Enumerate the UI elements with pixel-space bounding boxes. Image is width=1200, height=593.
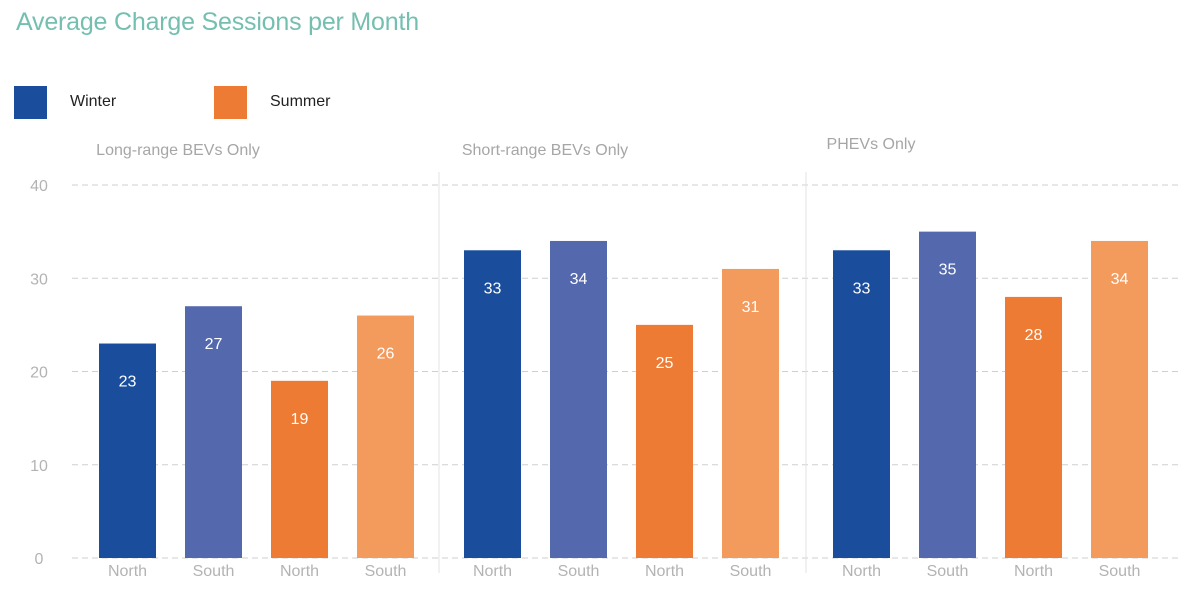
bar-value-label: 25 [656,355,674,372]
bar-value-label: 19 [291,411,309,428]
bar [833,250,890,558]
x-tick-label: South [365,563,407,580]
bar [185,306,242,558]
bar-value-label: 33 [484,280,502,297]
x-tick-label: North [1014,563,1053,580]
bar [357,315,414,558]
bar [636,324,693,558]
bar-value-label: 34 [1111,271,1129,288]
bar [1091,240,1148,558]
bar [99,343,156,558]
bar-value-label: 26 [377,346,395,363]
bar-value-label: 35 [939,262,957,279]
bar [919,231,976,558]
y-tick-label: 30 [30,271,48,288]
legend-label-winter: Winter [70,93,117,110]
bar [550,240,607,558]
x-tick-label: South [1099,563,1141,580]
bar-value-label: 33 [853,280,871,297]
x-tick-label: South [558,563,600,580]
y-tick-label: 10 [30,458,48,475]
bar-value-label: 27 [205,336,223,353]
bar-value-label: 28 [1025,327,1043,344]
group-label: Short-range BEVs Only [462,142,628,159]
legend-swatch-summer [214,86,247,119]
legend-swatch-winter [14,86,47,119]
y-tick-label: 20 [30,365,48,382]
chart-title: Average Charge Sessions per Month [16,8,419,36]
legend-label-summer: Summer [270,93,331,110]
bar-value-label: 31 [742,299,760,316]
group-label: Long-range BEVs Only [96,142,260,159]
bar [722,268,779,558]
x-tick-label: South [193,563,235,580]
y-tick-label: 40 [30,178,48,195]
x-tick-label: North [473,563,512,580]
x-tick-label: North [842,563,881,580]
x-tick-label: South [927,563,969,580]
x-tick-label: North [108,563,147,580]
x-tick-label: North [645,563,684,580]
x-tick-label: South [730,563,772,580]
bar-value-label: 23 [119,374,137,391]
bar [271,380,328,558]
group-label: PHEVs Only [827,136,916,153]
bar [464,250,521,558]
y-tick-label: 0 [35,551,44,568]
bar [1005,296,1062,558]
bar-value-label: 34 [570,271,588,288]
x-tick-label: North [280,563,319,580]
